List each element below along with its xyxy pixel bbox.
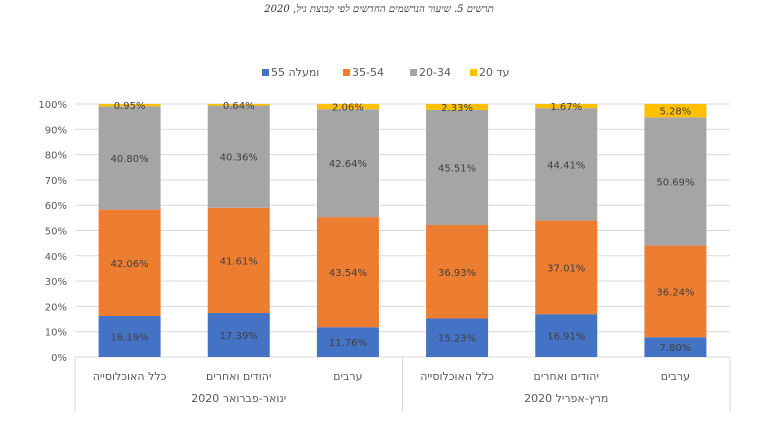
bar-segment xyxy=(207,104,270,106)
data-label: 40.36% xyxy=(220,153,258,164)
x-category-label: כלל האוכלוסייה xyxy=(420,370,494,383)
bar-segment xyxy=(316,327,379,357)
bar-segment xyxy=(207,105,270,208)
bar-segment xyxy=(316,109,379,218)
bar-segment xyxy=(207,313,270,357)
chart-title: תרשים 5. שיעור הנרשמים החדשים לפי קבוצת … xyxy=(264,4,494,15)
bar-segment xyxy=(644,103,707,118)
legend-label: עד 20 xyxy=(479,66,509,79)
data-label: 5.28% xyxy=(660,107,692,118)
y-tick-label: 50% xyxy=(45,227,67,238)
data-label: 0.64% xyxy=(223,101,255,112)
y-tick-label: 80% xyxy=(45,151,67,162)
data-label: 1.67% xyxy=(550,102,582,113)
bar-segment xyxy=(316,104,379,110)
legend-label: 35-54 xyxy=(352,66,384,79)
x-category-label: ערבים xyxy=(661,370,690,383)
y-tick-label: 40% xyxy=(45,252,67,263)
bar-segment xyxy=(535,314,598,357)
y-tick-label: 90% xyxy=(45,125,67,136)
legend-label: 20-34 xyxy=(419,66,451,79)
data-label: 36.93% xyxy=(438,268,476,279)
x-category-label: יהודים ואחרים xyxy=(534,370,599,383)
bar-segment xyxy=(644,245,707,338)
data-label: 44.41% xyxy=(547,160,585,171)
bar-segment xyxy=(426,318,489,357)
data-label: 2.33% xyxy=(441,103,473,114)
bar-segment xyxy=(535,104,598,109)
bar-segment xyxy=(316,217,379,328)
data-label: 43.54% xyxy=(329,268,367,279)
bar-segment xyxy=(535,108,598,221)
x-category-label: יהודים ואחרים xyxy=(206,370,271,383)
bar-segment xyxy=(207,207,270,314)
data-label: 36.24% xyxy=(656,287,694,298)
x-category-label: ערבים xyxy=(333,370,362,383)
data-label: 45.51% xyxy=(438,163,476,174)
data-label: 42.06% xyxy=(111,259,149,270)
x-category-label: כלל האוכלוסייה xyxy=(93,370,167,383)
data-label: 50.69% xyxy=(656,177,694,188)
bar-segment xyxy=(98,106,161,210)
y-tick-label: 100% xyxy=(38,100,67,111)
data-label: 2.06% xyxy=(332,103,364,114)
data-label: 40.80% xyxy=(111,154,149,165)
legend-swatch xyxy=(262,69,269,76)
bar-segment xyxy=(98,104,161,107)
bar-segment xyxy=(98,209,161,317)
bar-segment xyxy=(98,316,161,357)
bar-segment xyxy=(426,225,489,319)
group-label: מרץ-אפריל 2020 xyxy=(524,392,608,405)
y-tick-label: 0% xyxy=(51,353,67,364)
legend-swatch xyxy=(410,69,417,76)
y-tick-label: 20% xyxy=(45,302,67,313)
data-label: 15.23% xyxy=(438,334,476,345)
y-tick-label: 30% xyxy=(45,277,67,288)
data-label: 41.61% xyxy=(220,256,258,267)
data-label: 17.39% xyxy=(220,331,258,342)
bar-segment xyxy=(426,104,489,110)
data-label: 7.80% xyxy=(660,343,692,354)
data-label: 11.76% xyxy=(329,338,367,349)
legend-label: 55 ומעלה xyxy=(271,66,319,79)
data-label: 16.19% xyxy=(111,333,149,344)
y-tick-label: 60% xyxy=(45,201,67,212)
bar-segment xyxy=(644,337,707,357)
legend-swatch xyxy=(470,69,477,76)
y-tick-label: 10% xyxy=(45,328,67,339)
bar-segment xyxy=(644,117,707,246)
bar-segment xyxy=(426,109,489,226)
data-label: 42.64% xyxy=(329,159,367,170)
data-label: 16.91% xyxy=(547,332,585,343)
data-label: 37.01% xyxy=(547,263,585,274)
y-tick-label: 70% xyxy=(45,176,67,187)
legend-swatch xyxy=(343,69,350,76)
bar-segment xyxy=(535,220,598,315)
data-label: 0.95% xyxy=(114,101,146,112)
group-label: ינואר-פברואר 2020 xyxy=(191,392,286,405)
